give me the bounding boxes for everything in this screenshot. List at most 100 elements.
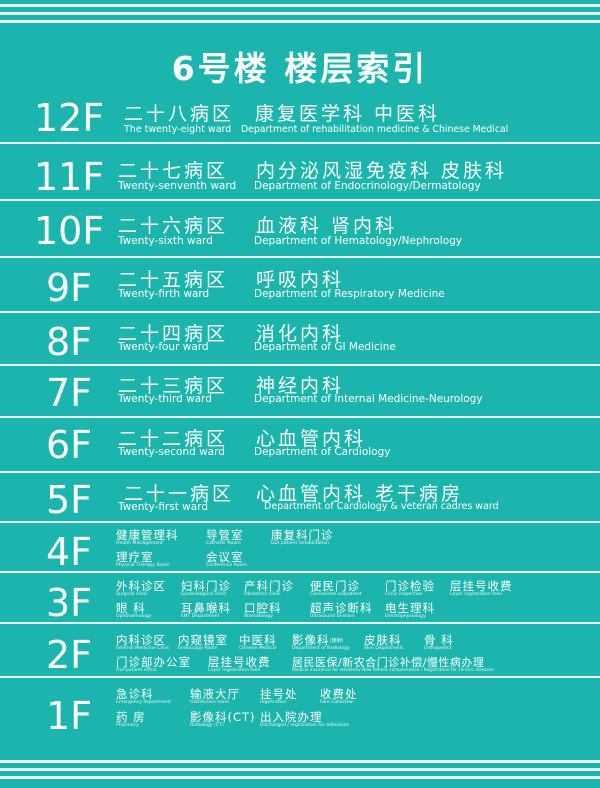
floor-label: 6F (46, 423, 93, 467)
row-divider (0, 571, 600, 573)
bottom-stripe-2 (0, 768, 600, 771)
entry-name-en: transfusion room (190, 700, 230, 705)
floor-row-8f: 8F 二十四病区 Twenty-four ward 消化内科 Departmen… (0, 313, 600, 366)
bottom-stripe-1 (0, 760, 600, 763)
ward-name-en: Twenty-second ward (118, 446, 225, 458)
entry-name-text: 影像科 (292, 633, 330, 647)
entry-name-en: Health Management (116, 541, 163, 546)
floor-label: 5F (46, 478, 93, 522)
ward-name-en: Twenty-sixth ward (118, 235, 213, 247)
row-divider (0, 364, 600, 366)
bottom-stripe-3 (0, 776, 600, 779)
row-divider (0, 256, 600, 258)
entry-name-en: Obstetrics clinic (244, 592, 281, 597)
department-name-en: Department of Cardiology & veteran cadre… (264, 501, 499, 512)
entry-name: 中医科 (239, 633, 277, 647)
ward-name-en: Twenty-third ward (118, 393, 212, 405)
entry-name: 皮肤科 (364, 633, 402, 647)
entry-name-en: Gynecological clinic (181, 592, 227, 597)
entry-name-en: Radiology (CT) (190, 723, 224, 728)
entry-name-en: Fare Collection (320, 700, 354, 705)
row-divider (0, 622, 600, 624)
department-name-en: Department of Cardiology (254, 446, 391, 458)
entry-name: 出入院办理 (260, 710, 323, 724)
entry-name-en: Convenient outpatient (310, 592, 362, 597)
page-title: 6号楼 楼层索引 (171, 49, 429, 88)
department-name-en: Department of Internal Medicine-Neurolog… (254, 393, 483, 405)
entry-name: 药 房 (116, 710, 146, 724)
floor-row-11f: 11F 二十七病区 Twenty-senventh ward 内分泌风湿免疫科 … (0, 144, 600, 201)
entry-name-en: Conference Room (206, 563, 247, 568)
floor-label: 9F (46, 266, 93, 310)
ward-name: 二十六病区 (118, 215, 229, 237)
entry-note: (放射) (329, 638, 344, 644)
top-stripe-1 (0, 4, 600, 7)
department-name: 血液科 肾内科 (256, 215, 398, 237)
entry-name: 影像科(CT) (190, 710, 256, 724)
entry-name: 输液大厅 (190, 687, 240, 701)
department-name-en: Department of Endocrinology/Dermatology (254, 180, 481, 192)
floor-row-7f: 7F 二十三病区 Twenty-third ward 神经内科 Departme… (0, 366, 600, 418)
department-name: 内分泌风湿免疫科 皮肤科 (256, 160, 508, 182)
floor-row-5f: 5F 二十一病区 Twenty-first ward 心血管内科 老干病房 De… (0, 473, 600, 523)
ward-name: 二十三病区 (118, 375, 229, 397)
department-name: 心血管内科 老干病房 (256, 483, 464, 505)
entry-name: 导管室 (206, 528, 244, 542)
row-divider (0, 311, 600, 313)
entry-name: 影像科(放射) (292, 632, 343, 648)
floor-row-3f: 3F 外科诊区 Surgical clinic 妇科门诊 Gynecologic… (0, 573, 600, 624)
entry-name-en: Out-patient office (116, 668, 157, 673)
ward-name-en: Twenty-senventh ward (118, 180, 237, 192)
row-divider (0, 521, 600, 523)
department-name: 呼吸内科 (256, 269, 345, 291)
row-divider (0, 676, 600, 678)
department-name: 心血管内科 (256, 428, 367, 450)
row-divider (0, 199, 600, 201)
entry-name: 挂号处 (260, 687, 298, 701)
entry-name: 收费处 (320, 687, 358, 701)
entry-name: 内科诊区 (116, 633, 166, 647)
entry-name: 骨 科 (424, 633, 454, 647)
entry-name-en: Chinese Medical (239, 646, 277, 651)
floor-row-1f: 1F 急诊科 Emergency department 输液大厅 transfu… (0, 678, 600, 758)
floor-label: 3F (46, 581, 93, 625)
entry-name: 门诊检验 (385, 579, 435, 593)
floor-label: 11F (34, 155, 105, 199)
entry-name-en: Clinic inspection (385, 592, 423, 597)
ward-name-en: Twenty-four ward (118, 341, 209, 353)
entry-name-en: Skin Department (364, 646, 404, 651)
department-name: 消化内科 (256, 323, 345, 345)
row-divider (0, 471, 600, 473)
ward-name: 二十七病区 (118, 160, 229, 182)
entry-name-en: Internal Medicine Clinic (116, 646, 170, 651)
entry-name-en: Catheter Room (206, 541, 241, 546)
floor-row-10f: 10F 二十六病区 Twenty-sixth ward 血液科 肾内科 Depa… (0, 201, 600, 258)
entry-name: 外科诊区 (116, 579, 166, 593)
entry-name: 理疗室 (116, 550, 154, 564)
entry-name-en: Emergency department (116, 700, 171, 705)
department-name-en: Department of Hematology/Nephrology (254, 235, 463, 247)
department-name: 康复医学科 中医科 (255, 103, 441, 125)
entry-name-en: Ultrasound Division (310, 614, 355, 619)
entry-name: 眼 科 (116, 601, 146, 615)
entry-name-en: Out patient rehabilitation (271, 541, 330, 546)
ward-name: 二十四病区 (118, 323, 229, 345)
entry-name-en: Electrophysiology (385, 614, 426, 619)
entry-name: 口腔科 (244, 601, 282, 615)
entry-name: 康复科门诊 (271, 528, 334, 542)
floor-row-4f: 4F 健康管理科 Health Management 导管室 Catheter … (0, 523, 600, 573)
entry-name: 居民医保/新农合门诊补偿/慢性病办理 (292, 656, 485, 669)
department-name: 神经内科 (256, 375, 345, 397)
entry-name-en: Stomatology (244, 614, 274, 619)
entry-name: 门诊部办公室 (116, 655, 191, 669)
ward-name: 二十二病区 (118, 428, 229, 450)
entry-name-en: ENT Department (181, 614, 220, 619)
ward-name: 二十五病区 (118, 269, 229, 291)
floor-label: 2F (46, 633, 93, 677)
entry-name: 产科门诊 (244, 579, 294, 593)
entry-name: 便民门诊 (310, 579, 360, 593)
floor-label: 7F (46, 371, 93, 415)
entry-name-en: Surgical clinic (116, 592, 148, 597)
ward-name: 二十一病区 (124, 483, 235, 505)
entry-name: 内窥镜室 (178, 633, 228, 647)
